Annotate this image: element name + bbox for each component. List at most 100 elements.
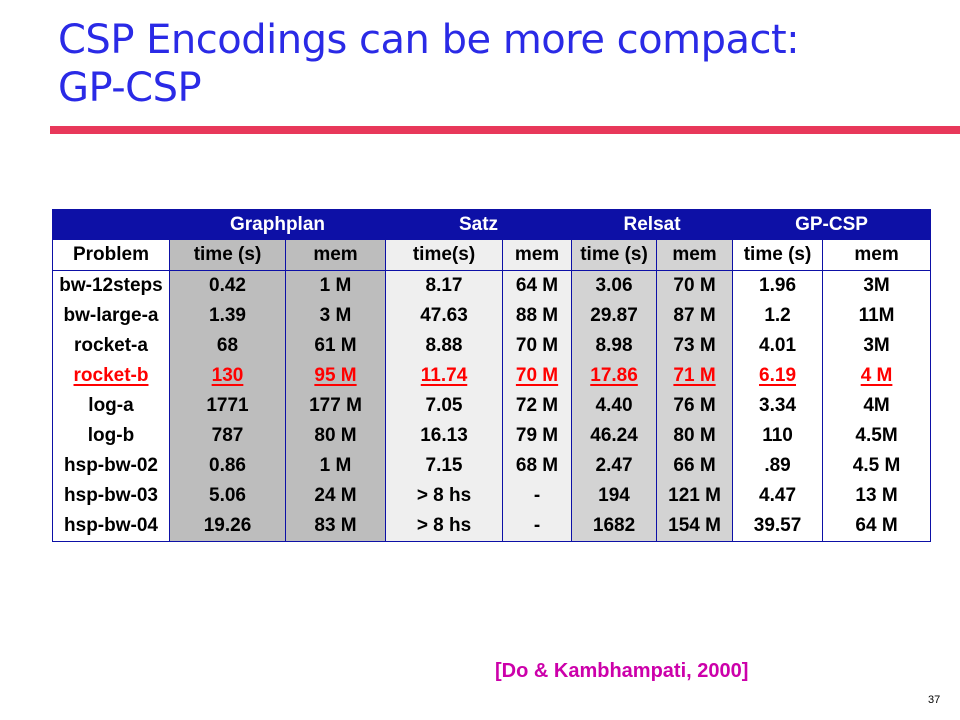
table-cell: bw-large-a — [52, 301, 170, 331]
table-cell: 4.5M — [822, 421, 932, 451]
table-cell: 79 M — [502, 421, 573, 451]
table-cell: 70 M — [656, 270, 734, 301]
table-cell: 6.19 — [732, 361, 824, 391]
table-cell: 19.26 — [169, 511, 286, 542]
table-cell: > 8 hs — [385, 481, 504, 511]
table-cell: hsp-bw-03 — [52, 481, 170, 511]
table-cell: 5.06 — [169, 481, 286, 511]
table-cell: 3 M — [284, 301, 387, 331]
column-header: time(s) — [385, 239, 504, 271]
table-row: hsp-bw-02 0.86 1 M 7.15 68 M 2.47 66 M .… — [52, 451, 932, 481]
table-cell: 194 — [571, 481, 658, 511]
table-cell: 11.74 — [385, 361, 504, 391]
table-cell: 83 M — [284, 511, 387, 542]
table-cell: 1 M — [284, 451, 387, 481]
table-cell: 3.34 — [732, 391, 824, 421]
slide-title: CSP Encodings can be more compact: GP-CS… — [58, 16, 938, 112]
table-cell: 0.86 — [169, 451, 286, 481]
table-cell: 8.17 — [385, 270, 504, 301]
table-cell: 46.24 — [571, 421, 658, 451]
table-cell: 1682 — [571, 511, 658, 542]
table-cell: 787 — [169, 421, 286, 451]
table-cell: - — [502, 511, 573, 542]
table-cell: 61 M — [284, 331, 387, 361]
table-cell: - — [502, 481, 573, 511]
table-cell: .89 — [732, 451, 824, 481]
table-cell: 1771 — [169, 391, 286, 421]
slide-title-line-2: GP-CSP — [58, 65, 202, 111]
table-cell: 70 M — [502, 331, 573, 361]
column-header: mem — [502, 239, 573, 271]
table-cell: 7.15 — [385, 451, 504, 481]
table-cell: 177 M — [284, 391, 387, 421]
table-row-highlighted: rocket-b 130 95 M 11.74 70 M 17.86 71 M … — [52, 361, 932, 391]
table-row: bw-large-a 1.39 3 M 47.63 88 M 29.87 87 … — [52, 301, 932, 331]
table-row: log-a 1771 177 M 7.05 72 M 4.40 76 M 3.3… — [52, 391, 932, 421]
table-cell: 1 M — [284, 270, 387, 301]
table-cell: 17.86 — [571, 361, 658, 391]
table-cell: log-b — [52, 421, 170, 451]
slide-title-line-1: CSP Encodings can be more compact: — [58, 17, 800, 63]
table-cell: 7.05 — [385, 391, 504, 421]
table-cell: 73 M — [656, 331, 734, 361]
table-row: hsp-bw-03 5.06 24 M > 8 hs - 194 121 M 4… — [52, 481, 932, 511]
table-cell: 4 M — [822, 361, 932, 391]
column-header: time (s) — [571, 239, 658, 271]
table-cell: 11M — [822, 301, 932, 331]
column-header-row: Problem time (s) mem time(s) mem time (s… — [52, 239, 932, 271]
table-cell: 2.47 — [571, 451, 658, 481]
table-cell: 29.87 — [571, 301, 658, 331]
table-cell: 1.96 — [732, 270, 824, 301]
group-header-row: Graphplan Satz Relsat GP-CSP — [52, 209, 932, 240]
group-header-blank — [52, 209, 170, 240]
table-cell: rocket-b — [52, 361, 170, 391]
table-cell: 64 M — [502, 270, 573, 301]
table-cell: log-a — [52, 391, 170, 421]
table-cell: 39.57 — [732, 511, 824, 542]
group-header-relsat: Relsat — [571, 209, 734, 240]
column-header: time (s) — [169, 239, 286, 271]
table-row: hsp-bw-04 19.26 83 M > 8 hs - 1682 154 M… — [52, 511, 932, 542]
table-cell: 3M — [822, 270, 932, 301]
table-cell: 8.88 — [385, 331, 504, 361]
table-cell: 24 M — [284, 481, 387, 511]
table-cell: 3.06 — [571, 270, 658, 301]
table-cell: 95 M — [284, 361, 387, 391]
table-row: rocket-a 68 61 M 8.88 70 M 8.98 73 M 4.0… — [52, 331, 932, 361]
table-cell: 72 M — [502, 391, 573, 421]
table-cell: 68 M — [502, 451, 573, 481]
table-cell: 4M — [822, 391, 932, 421]
table-cell: 70 M — [502, 361, 573, 391]
citation: [Do & Kambhampati, 2000] — [495, 660, 749, 682]
results-table: Graphplan Satz Relsat GP-CSP Problem tim… — [52, 209, 932, 542]
column-header: time (s) — [732, 239, 824, 271]
table-cell: 4.01 — [732, 331, 824, 361]
table-cell: 0.42 — [169, 270, 286, 301]
table-cell: 1.2 — [732, 301, 824, 331]
table-cell: 16.13 — [385, 421, 504, 451]
table-cell: 64 M — [822, 511, 932, 542]
table-cell: 8.98 — [571, 331, 658, 361]
table-cell: 130 — [169, 361, 286, 391]
table-cell: 80 M — [284, 421, 387, 451]
group-header-satz: Satz — [385, 209, 573, 240]
table-cell: 4.5 M — [822, 451, 932, 481]
title-underline-bar — [50, 126, 960, 134]
table-cell: 88 M — [502, 301, 573, 331]
table-cell: 154 M — [656, 511, 734, 542]
table-cell: 80 M — [656, 421, 734, 451]
table-cell: 71 M — [656, 361, 734, 391]
table-cell: 4.40 — [571, 391, 658, 421]
table-cell: bw-12steps — [52, 270, 170, 301]
table-cell: 3M — [822, 331, 932, 361]
table-cell: 110 — [732, 421, 824, 451]
table-cell: hsp-bw-04 — [52, 511, 170, 542]
page-number: 37 — [928, 694, 941, 706]
column-header: mem — [822, 239, 932, 271]
table-cell: rocket-a — [52, 331, 170, 361]
group-header-graphplan: Graphplan — [168, 209, 387, 240]
table-cell: 87 M — [656, 301, 734, 331]
table-cell: hsp-bw-02 — [52, 451, 170, 481]
column-header: Problem — [52, 239, 170, 271]
table-cell: > 8 hs — [385, 511, 504, 542]
